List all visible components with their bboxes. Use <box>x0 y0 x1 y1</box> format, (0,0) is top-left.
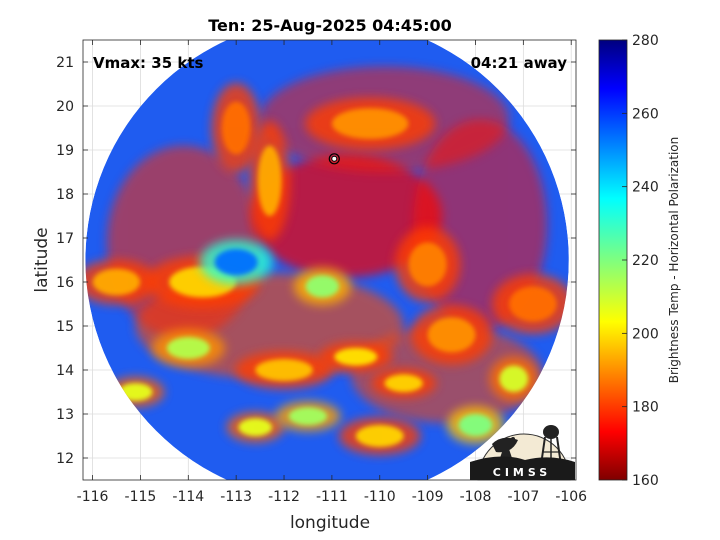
y-axis-label: latitude <box>32 227 52 292</box>
colorbar-tick-label: 240 <box>632 180 659 196</box>
y-tick-label: 12 <box>56 451 74 467</box>
logo-ground-banner <box>470 456 575 480</box>
vmax-label: Vmax: 35 kts <box>93 54 203 72</box>
x-axis-label: longitude <box>290 513 370 533</box>
x-tick-label: -108 <box>460 489 492 505</box>
x-tick-label: -113 <box>220 489 252 505</box>
feature-core <box>166 337 210 359</box>
feature-core <box>92 268 141 296</box>
y-axis-ticks: 12 13 14 15 16 17 18 19 20 21 <box>56 55 576 467</box>
swath-band <box>250 154 442 278</box>
convective-features <box>85 83 569 455</box>
y-tick-label: 19 <box>56 143 74 159</box>
colorbar-tick-label: 160 <box>632 473 659 489</box>
feature-core <box>458 414 493 436</box>
y-tick-label: 16 <box>56 275 74 291</box>
x-tick-label: -106 <box>555 489 587 505</box>
storm-center-marker <box>328 153 340 165</box>
feature-core <box>355 425 404 447</box>
feature-core <box>499 365 529 392</box>
colorbar-tick-label: 280 <box>632 33 659 49</box>
feature-core <box>384 374 423 393</box>
feature-core <box>288 407 328 426</box>
colorbar-label: Brightness Temp - Horizontal Polarizatio… <box>667 137 681 384</box>
colorbar-tick-label: 180 <box>632 400 659 416</box>
x-tick-label: -107 <box>507 489 539 505</box>
feature-core <box>305 275 340 298</box>
feature-core <box>427 317 476 353</box>
feature-core <box>508 286 557 322</box>
feature-core <box>331 108 409 139</box>
colorbar-tick-label: 260 <box>632 106 659 122</box>
x-tick-label: -109 <box>412 489 444 505</box>
x-tick-label: -115 <box>125 489 157 505</box>
feature-core <box>408 242 447 287</box>
feature-core <box>257 145 282 216</box>
x-tick-label: -116 <box>77 489 109 505</box>
y-tick-label: 13 <box>56 407 74 423</box>
colorbar-tick-label: 220 <box>632 253 659 269</box>
plot-title: Ten: 25-Aug-2025 04:45:00 <box>208 16 451 35</box>
y-tick-label: 21 <box>56 55 74 71</box>
cimss-logo: CIMSS <box>470 425 575 481</box>
colorbar: 160 180 200 220 240 260 280 Brightness Temp - … <box>598 33 681 489</box>
x-tick-label: -110 <box>364 489 396 505</box>
feature-core <box>255 359 313 381</box>
y-tick-label: 18 <box>56 187 74 203</box>
y-tick-label: 20 <box>56 99 74 115</box>
axes-box <box>82 39 577 481</box>
feature-core <box>214 249 258 276</box>
feature-core <box>238 418 273 437</box>
feature-core <box>221 101 251 155</box>
time-away-label: 04:21 away <box>471 54 568 72</box>
logo-text: CIMSS <box>493 466 551 479</box>
colorbar-tick-label: 200 <box>632 326 659 342</box>
swath-band <box>351 326 543 423</box>
y-tick-label: 17 <box>56 231 74 247</box>
x-tick-label: -114 <box>172 489 204 505</box>
feature-core <box>334 348 378 366</box>
y-tick-label: 15 <box>56 319 74 335</box>
microwave-swath <box>85 40 569 480</box>
y-tick-label: 14 <box>56 363 74 379</box>
x-tick-label: -112 <box>268 489 300 505</box>
colorbar-ticks: 160 180 200 220 240 260 280 <box>622 33 659 489</box>
x-tick-label: -111 <box>316 489 348 505</box>
